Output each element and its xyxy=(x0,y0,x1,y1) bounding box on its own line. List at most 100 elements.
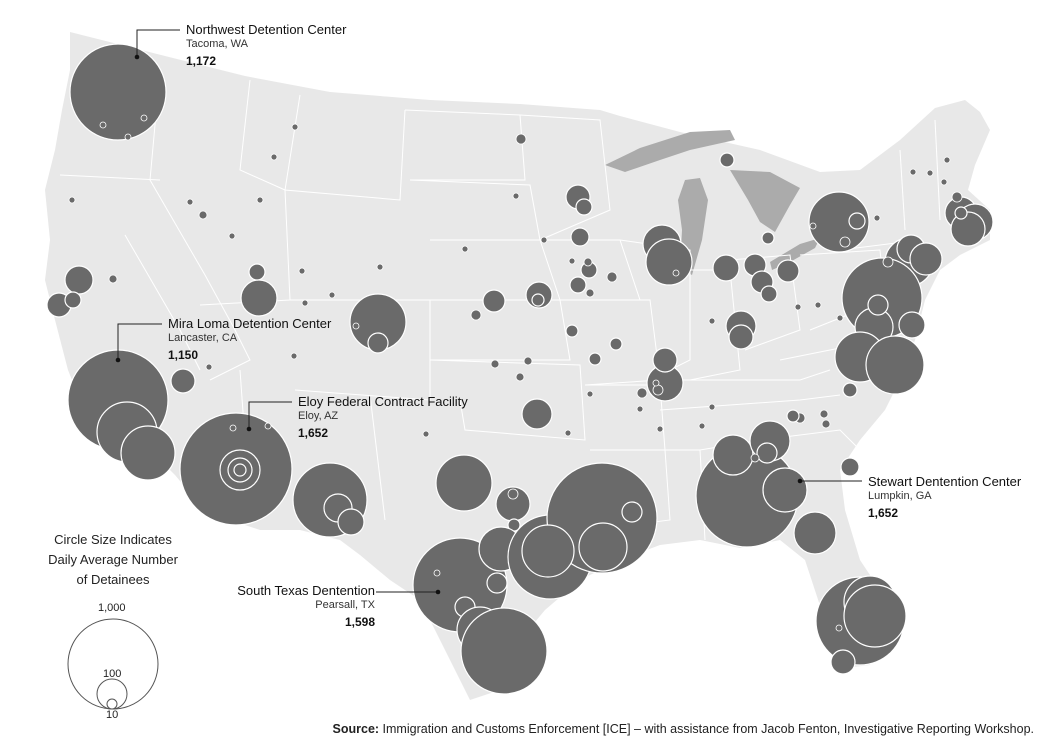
facility-name: Eloy Federal Contract Facility xyxy=(298,394,468,409)
facility-circle xyxy=(433,569,441,577)
facility-circle xyxy=(108,274,118,284)
facility-circle xyxy=(809,222,817,230)
facility-circle xyxy=(470,309,482,321)
leader-dot xyxy=(797,478,803,484)
facility-circle xyxy=(819,409,829,419)
facility-circle xyxy=(486,572,508,594)
facility-circle xyxy=(712,254,740,282)
facility-circle xyxy=(865,335,925,395)
facility-circle xyxy=(435,454,493,512)
facility-circle xyxy=(814,301,822,309)
leader-line xyxy=(117,323,162,360)
facility-circle xyxy=(842,382,858,398)
facility-circle xyxy=(328,291,336,299)
facility-circle xyxy=(652,384,664,396)
facility-circle xyxy=(578,522,628,572)
facility-circle xyxy=(761,231,775,245)
facility-circle xyxy=(367,332,389,354)
facility-circle xyxy=(337,508,365,536)
facility-circle xyxy=(712,434,754,476)
leader-dot xyxy=(134,54,140,60)
facility-circle xyxy=(719,152,735,168)
facility-circle xyxy=(515,372,525,382)
facility-circle xyxy=(240,279,278,317)
facility-value: 1,652 xyxy=(868,505,899,520)
facility-circle xyxy=(256,196,264,204)
facility-circle xyxy=(583,257,593,267)
facility-circle xyxy=(569,276,587,294)
facility-circle xyxy=(652,347,678,373)
facility-circle xyxy=(585,288,595,298)
facility-location: Lancaster, CA xyxy=(168,331,238,344)
facility-circle xyxy=(540,236,548,244)
facility-circle xyxy=(843,584,907,648)
facility-circle xyxy=(140,114,148,122)
facility-circle xyxy=(99,121,107,129)
facility-circle xyxy=(621,501,643,523)
legend-label-10: 10 xyxy=(106,709,119,721)
facility-circle xyxy=(808,191,870,253)
facility-circle xyxy=(531,293,545,307)
facility-circle xyxy=(926,169,934,177)
facility-circle xyxy=(69,43,167,141)
facility-circle xyxy=(586,390,594,398)
callout-northwest: Northwest Detention Center Tacoma, WA 1,… xyxy=(186,22,347,68)
facility-circle xyxy=(882,256,894,268)
facility-name: Stewart Dentention Center xyxy=(868,474,1022,489)
facility-circle xyxy=(940,178,948,186)
facility-circle xyxy=(954,206,968,220)
leader-dot xyxy=(115,357,121,363)
facility-circle xyxy=(546,462,658,574)
facility-circle xyxy=(291,123,299,131)
facility-circle xyxy=(836,314,844,322)
facility-circle xyxy=(264,422,272,430)
legend-title-line: of Detainees xyxy=(76,572,150,587)
facility-name: South Texas Dentention xyxy=(237,583,375,598)
facility-circle xyxy=(708,403,716,411)
lake-huron xyxy=(730,170,800,232)
facility-circle xyxy=(120,425,176,481)
callout-eloy: Eloy Federal Contract Facility Eloy, AZ … xyxy=(298,394,468,440)
leader-line xyxy=(248,401,292,429)
facility-circle xyxy=(756,442,778,464)
facility-circle xyxy=(588,352,602,366)
source-label: Source: xyxy=(332,722,380,736)
legend-title-line: Circle Size Indicates xyxy=(54,532,172,547)
facility-circle xyxy=(848,212,866,230)
facility-circle xyxy=(867,294,889,316)
facility-circle xyxy=(951,191,963,203)
facility-circle xyxy=(645,238,693,286)
facility-circle xyxy=(873,214,881,222)
facility-circle xyxy=(228,232,236,240)
legend-circles xyxy=(67,618,159,710)
facility-circle xyxy=(64,291,82,309)
facility-circle xyxy=(376,263,384,271)
facility-circle xyxy=(786,409,800,423)
callout-southtexas: South Texas Dentention Pearsall, TX 1,59… xyxy=(237,583,375,629)
facility-circle xyxy=(609,337,623,351)
facility-location: Lumpkin, GA xyxy=(868,489,932,502)
facility-circle xyxy=(636,405,644,413)
leader-dot xyxy=(435,589,441,595)
facility-circle xyxy=(636,387,648,399)
facility-name: Northwest Detention Center xyxy=(186,22,347,37)
facility-circle xyxy=(750,453,760,463)
facility-circle xyxy=(728,324,754,350)
facility-circle xyxy=(776,259,800,283)
facility-circle xyxy=(521,398,553,430)
facility-value: 1,652 xyxy=(298,425,329,440)
facility-circle xyxy=(821,419,831,429)
facility-circle xyxy=(708,317,716,325)
facility-circle xyxy=(270,153,278,161)
facility-circle xyxy=(839,236,851,248)
facility-circle xyxy=(290,352,298,360)
legend-circle xyxy=(106,698,118,710)
facility-circle xyxy=(672,269,680,277)
facility-value: 1,150 xyxy=(168,347,199,362)
facility-circle xyxy=(170,368,196,394)
facility-value: 1,172 xyxy=(186,53,217,68)
facility-circle xyxy=(606,271,618,283)
facility-circle xyxy=(521,524,575,578)
legend-title: Circle Size Indicates Daily Average Numb… xyxy=(38,530,188,590)
facility-circle xyxy=(943,156,951,164)
